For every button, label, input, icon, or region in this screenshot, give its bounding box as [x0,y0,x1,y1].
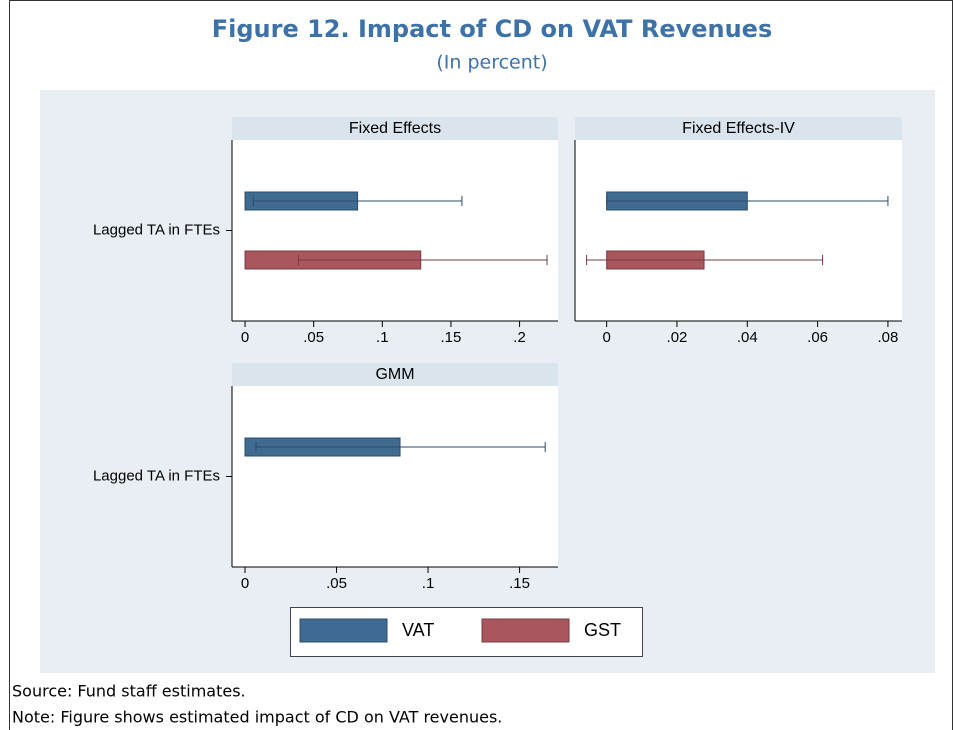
error-bar [252,196,463,206]
x-tick-label: 0 [602,329,610,346]
source: Source: Fund staff estimates. [12,682,246,701]
panel-title: GMM [375,366,414,383]
plot-area [232,386,558,567]
panel-title: Fixed Effects-IV [682,120,795,137]
panel-title: Fixed Effects [349,120,441,137]
x-tick-label: .1 [422,575,435,592]
legend-label: VAT [402,620,434,640]
x-tick-label: 0 [241,329,249,346]
subtitle: (In percent) [436,52,547,74]
y-tick-label: Lagged TA in FTEs [93,221,220,238]
panels: Fixed Effects 0 .05 .1 .15 .2 Lagged TA in FTE… [93,117,902,592]
title: Figure 12. Impact of CD on VAT Revenues [212,15,773,43]
x-tick-label: .05 [303,329,324,346]
error-bar [255,442,546,452]
y-tick-label: Lagged TA in FTEs [93,467,220,484]
plot-area [575,140,902,321]
x-tick-label: .08 [878,329,899,346]
legend-label: GST [584,620,621,640]
x-tick-label: .04 [737,329,758,346]
x-tick-label: .15 [509,575,530,592]
x-tick-label: .02 [667,329,688,346]
x-tick-label: .06 [807,329,828,346]
note: Note: Figure shows estimated impact of C… [12,708,502,727]
error-bar [298,255,548,265]
error-bar [586,255,824,265]
panel-strip [575,117,902,140]
legend-swatch [481,618,570,643]
x-tick-label: .1 [376,329,389,346]
plot-area [232,140,558,321]
legend-swatch [299,618,388,643]
x-tick-label: .2 [513,329,526,346]
error-bar [606,196,889,206]
panel-strip [232,117,558,140]
x-tick-label: .15 [441,329,462,346]
panel-strip [232,363,558,386]
x-tick-label: .05 [326,575,347,592]
x-tick-label: 0 [241,575,249,592]
